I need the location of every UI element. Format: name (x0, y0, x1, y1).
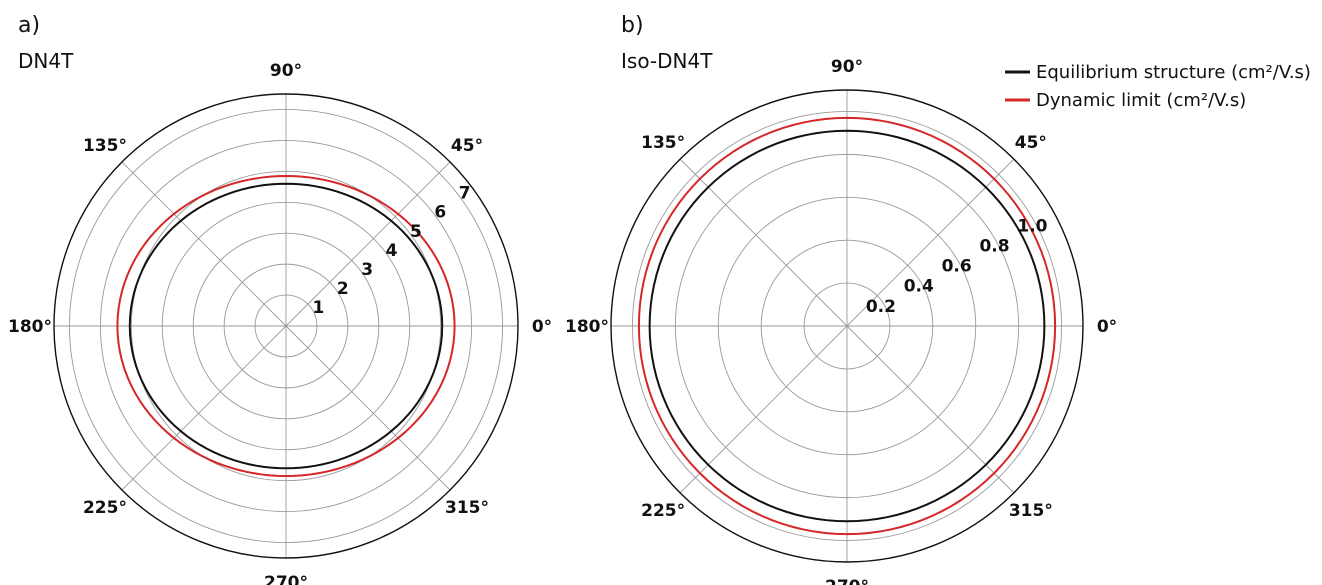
panel-a-angle-label-7: 315° (445, 498, 489, 518)
panel-b-spoke-7 (846, 325, 1015, 494)
panel-a-series-equilibrium (128, 182, 444, 470)
panel-a-radial-label-5: 6 (434, 203, 446, 223)
panel-a-radial-label-0: 1 (312, 298, 324, 318)
panel-a-spoke-1 (285, 161, 451, 327)
panel-a-radial-label-2: 3 (361, 260, 373, 280)
panel-a-angle-label-0: 0° (532, 317, 552, 337)
panel-b-title: Iso-DN4T (621, 49, 713, 73)
panel-b-radial-label-4: 1.0 (1017, 216, 1047, 236)
panel-a-spoke-7 (285, 325, 451, 491)
panel-a-letter: a) (18, 13, 40, 38)
panel-a-angle-label-6: 270° (264, 573, 308, 585)
panel-b-series-equilibrium (648, 129, 1046, 523)
panel-b-angle-label-3: 135° (641, 133, 685, 153)
panel-a-angle-label-3: 135° (83, 136, 127, 156)
panel-b-angle-label-6: 270° (825, 577, 869, 585)
legend-label-dynamic: Dynamic limit (cm²/V.s) (1036, 90, 1246, 111)
panel-b-radial-label-2: 0.6 (942, 257, 972, 277)
panel-a: a) DN4T 0° 45° 90° 135° 180° 225° 270° 315° 1234… (8, 13, 552, 585)
panel-b-letter: b) (621, 13, 644, 38)
panel-a-angle-label-4: 180° (8, 317, 52, 337)
panel-a-angle-label-2: 90° (270, 61, 302, 81)
panel-b-radial-label-0: 0.2 (866, 297, 896, 317)
panel-b-radial-label-1: 0.4 (904, 277, 934, 297)
panel-a-radial-label-3: 4 (386, 241, 398, 261)
panel-a-title: DN4T (18, 49, 74, 73)
panel-b-spoke-3 (679, 158, 848, 327)
panel-b-radial-label-3: 0.8 (979, 236, 1009, 256)
panel-b-series-dynamic (637, 116, 1057, 536)
panel-a-spoke-3 (121, 161, 287, 327)
panel-b-angle-label-2: 90° (831, 57, 863, 77)
panel-b-angle-label-1: 45° (1015, 133, 1047, 153)
panel-a-angle-label-5: 225° (83, 498, 127, 518)
panel-b-angle-label-0: 0° (1097, 317, 1117, 337)
panel-b: b) Iso-DN4T 0° 45° 90° 135° 180° 225° 270° 315°… (565, 13, 1117, 585)
panel-a-series-dynamic (116, 174, 456, 478)
panel-a-outer-ring (53, 93, 519, 559)
legend-label-equilibrium: Equilibrium structure (cm²/V.s) (1036, 62, 1311, 83)
panel-a-radial-label-1: 2 (337, 279, 349, 299)
panel-b-angle-label-5: 225° (641, 501, 685, 521)
panel-a-spoke-5 (121, 325, 287, 491)
legend: Equilibrium structure (cm²/V.s) Dynamic … (1005, 62, 1311, 111)
panel-b-angle-label-4: 180° (565, 317, 609, 337)
panel-a-radial-label-6: 7 (459, 184, 471, 204)
panel-b-spoke-5 (679, 325, 848, 494)
panel-a-radial-label-4: 5 (410, 222, 422, 242)
panel-a-angle-label-1: 45° (451, 136, 483, 156)
panel-b-angle-label-7: 315° (1009, 501, 1053, 521)
panel-b-outer-ring (610, 89, 1084, 563)
panel-b-plot: 0° 45° 90° 135° 180° 225° 270° 315° 0.2 0.4 0.6 0.8… (565, 57, 1117, 585)
